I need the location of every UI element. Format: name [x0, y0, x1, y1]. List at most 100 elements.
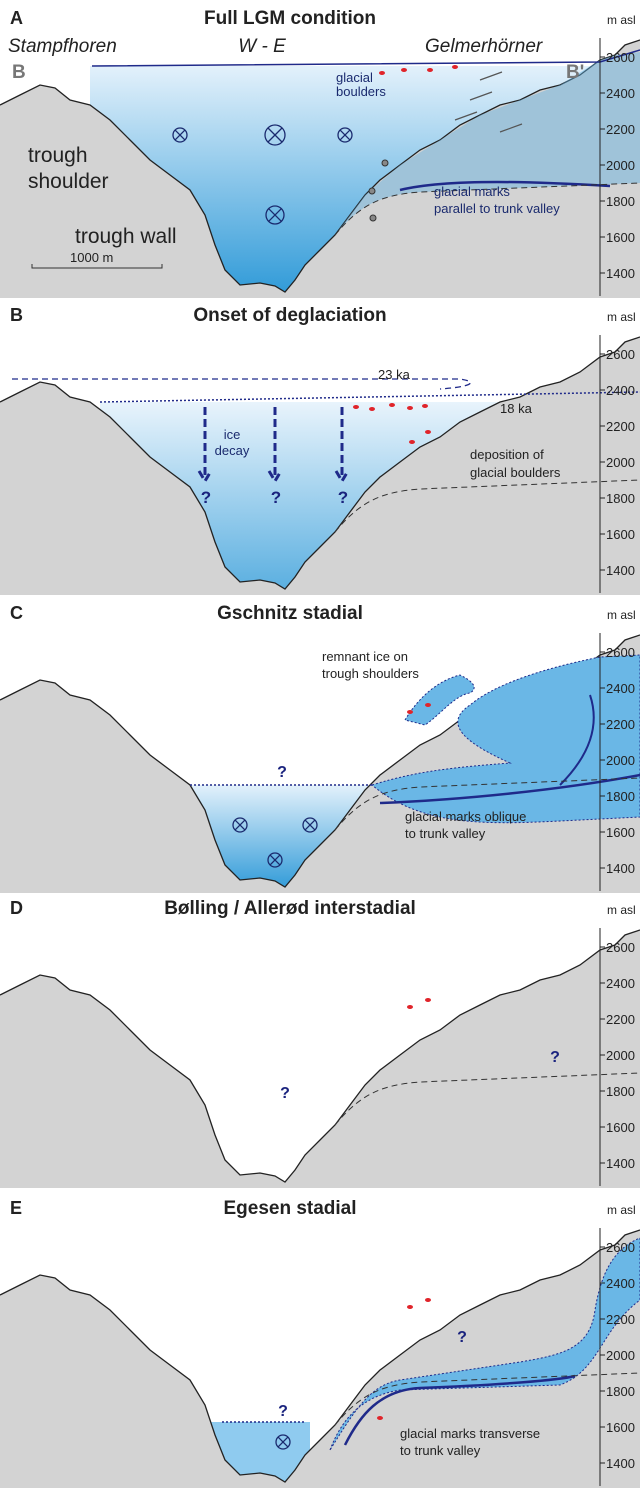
boulder: [407, 1305, 413, 1309]
annotation: trough: [28, 144, 88, 167]
axis-tick-label: 2200: [606, 122, 635, 137]
annotation: glacial marks oblique: [405, 809, 526, 824]
axis-tick-label: 1400: [606, 1456, 635, 1471]
axis-tick-label: 1400: [606, 266, 635, 281]
annotation: trough shoulders: [322, 666, 419, 681]
axis-tick-label: 1600: [606, 1120, 635, 1135]
panel-title: Gschnitz stadial: [217, 603, 363, 624]
annotation: ice: [224, 427, 241, 442]
boulder: [401, 68, 407, 72]
panel-title: Full LGM condition: [204, 8, 376, 29]
axis-tick-label: 1600: [606, 230, 635, 245]
annotation: ?: [278, 1403, 288, 1420]
panel: m asl 2600 2400 2200 2000 1800 1600 1400 C Gschni…: [0, 603, 640, 893]
annotation: trough wall: [75, 225, 177, 248]
axis-tick-label: 2200: [606, 1012, 635, 1027]
axis-tick-label: 1800: [606, 1084, 635, 1099]
panel: m asl2600240022002000180016001400EEgesen…: [0, 1198, 640, 1488]
annotation: 23 ka: [378, 367, 411, 382]
annotation: 1000 m: [70, 250, 113, 265]
axis-tick-label: 1600: [606, 527, 635, 542]
axis-tick-label: 2400: [606, 681, 635, 696]
annotation: Gelmerhörner: [425, 36, 543, 57]
annotation: glacial: [336, 70, 373, 85]
annotation: ?: [338, 488, 348, 507]
annotation: glacial marks: [434, 184, 510, 199]
axis-tick-label: 2600: [606, 1240, 635, 1255]
axis-unit: m asl: [607, 310, 636, 324]
annotation: ?: [280, 1085, 290, 1102]
panel-letter: D: [10, 898, 23, 918]
annotation: 18 ka: [500, 401, 533, 416]
annotation: ?: [201, 488, 211, 507]
boulder: [452, 65, 458, 69]
annotation: to trunk valley: [405, 826, 486, 841]
annotation: B: [12, 62, 26, 83]
boulder: [427, 68, 433, 72]
boulder: [407, 406, 413, 410]
axis-tick-label: 2000: [606, 1348, 635, 1363]
panel-title: Egesen stadial: [223, 1198, 356, 1219]
axis-tick-label: 2200: [606, 419, 635, 434]
panel-letter: B: [10, 305, 23, 325]
glacial-mark: [382, 160, 388, 166]
boulder: [377, 1416, 383, 1420]
annotation: glacial boulders: [470, 465, 561, 480]
boulder: [425, 998, 431, 1002]
axis-tick-label: 1400: [606, 861, 635, 876]
axis-tick-label: 1400: [606, 1156, 635, 1171]
panel: m asl 2600 2400 2200 2000 1800 1600 1400 D Bøllin…: [0, 898, 640, 1188]
panel-letter: E: [10, 1198, 22, 1218]
axis-tick-label: 2600: [606, 940, 635, 955]
axis-tick-label: 2600: [606, 347, 635, 362]
glacial-mark: [369, 188, 375, 194]
annotation: W - E: [238, 36, 286, 57]
annotation: to trunk valley: [400, 1443, 481, 1458]
axis-tick-label: 2000: [606, 753, 635, 768]
annotation: Stampfhoren: [8, 36, 117, 57]
bedrock: [0, 930, 640, 1188]
axis-tick-label: 1800: [606, 1384, 635, 1399]
axis-tick-label: 2200: [606, 1312, 635, 1327]
axis-tick-label: 2400: [606, 86, 635, 101]
axis-tick-label: 2400: [606, 976, 635, 991]
axis-tick-label: 1600: [606, 1420, 635, 1435]
annotation: B': [566, 62, 584, 83]
boulder: [409, 440, 415, 444]
glacial-mark: [370, 215, 376, 221]
boulder: [379, 71, 385, 75]
boulder: [389, 403, 395, 407]
axis-tick-label: 1800: [606, 194, 635, 209]
annotation: ?: [277, 764, 287, 781]
panel-letter: C: [10, 603, 23, 623]
annotation: shoulder: [28, 170, 109, 193]
boulder: [425, 430, 431, 434]
boulder: [369, 407, 375, 411]
axis-unit: m asl: [607, 13, 636, 27]
figure: m asl 2600 2400 2200 2000 1800 1600 1400 A Full L…: [0, 0, 640, 1488]
axis-tick-label: 1800: [606, 491, 635, 506]
axis-tick-label: 2600: [606, 645, 635, 660]
annotation: ?: [550, 1049, 560, 1066]
axis-tick-label: 1800: [606, 789, 635, 804]
axis-tick-label: 2600: [606, 50, 635, 65]
annotation: ?: [271, 488, 281, 507]
boulder: [422, 404, 428, 408]
axis-unit: m asl: [607, 903, 636, 917]
ice-surface: [92, 50, 640, 66]
axis-tick-label: 2200: [606, 717, 635, 732]
axis-unit: m asl: [607, 1203, 636, 1217]
panel-title: Onset of deglaciation: [193, 305, 386, 326]
axis-unit: m asl: [607, 608, 636, 622]
panel-title: Bølling / Allerød interstadial: [164, 898, 416, 919]
axis-tick-label: 2000: [606, 1048, 635, 1063]
annotation: glacial marks transverse: [400, 1426, 540, 1441]
boulder: [407, 710, 413, 714]
annotation: remnant ice on: [322, 649, 408, 664]
axis-tick-label: 1600: [606, 825, 635, 840]
annotation: boulders: [336, 84, 386, 99]
panel-letter: A: [10, 8, 23, 28]
annotation: parallel to trunk valley: [434, 201, 560, 216]
